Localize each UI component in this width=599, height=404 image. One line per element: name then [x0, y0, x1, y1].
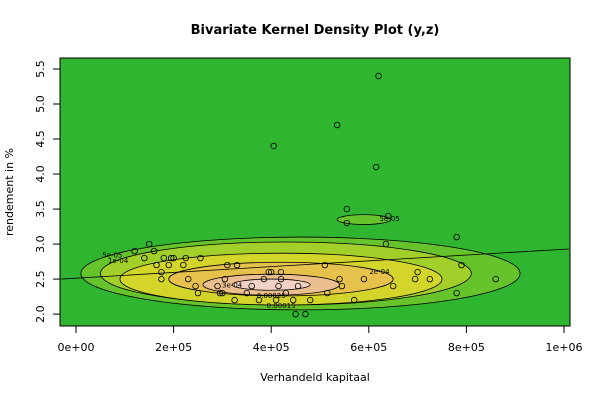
contour-label: 1e-04: [108, 257, 129, 265]
data-point: [492, 275, 499, 283]
data-point: [216, 289, 224, 297]
data-point: [375, 72, 382, 80]
data-point: [165, 261, 172, 269]
data-point: [453, 233, 460, 241]
data-point: [382, 240, 390, 248]
data-point: [194, 289, 202, 297]
x-tick-label: 2e+05: [155, 341, 192, 354]
data-point: [150, 247, 158, 255]
contour-label: 3e-04: [222, 282, 243, 290]
data-point: [343, 205, 351, 213]
data-point: [192, 282, 199, 290]
data-point: [307, 296, 314, 304]
data-point: [182, 254, 190, 262]
data-point: [294, 282, 302, 290]
data-point: [180, 261, 187, 269]
data-point: [372, 163, 380, 171]
y-tick-label: 2.0: [34, 305, 47, 323]
y-tick-label: 2.5: [34, 270, 47, 288]
data-point: [221, 275, 229, 283]
contour-label: 0.00025: [257, 292, 286, 300]
contour: [336, 214, 392, 225]
contour-label: 5e-05: [102, 252, 122, 260]
y-tick-label: 5.0: [34, 95, 47, 113]
data-point: [336, 275, 343, 283]
data-point: [170, 254, 177, 262]
contour-label: 0.00015: [267, 302, 296, 310]
data-point: [185, 275, 192, 283]
data-point: [292, 310, 299, 318]
data-point: [343, 219, 351, 227]
contour: [231, 278, 311, 291]
data-point: [324, 289, 331, 297]
data-point: [158, 275, 165, 283]
data-point: [158, 268, 165, 276]
chart-title: Bivariate Kernel Density Plot (y,z): [191, 23, 440, 38]
data-point: [243, 289, 251, 297]
y-tick-label: 4.5: [34, 130, 47, 148]
data-point: [414, 268, 421, 276]
data-point: [255, 296, 263, 304]
data-point: [248, 282, 255, 290]
y-tick-label: 4.0: [34, 165, 47, 183]
x-axis-label: Verhandeld kapitaal: [260, 371, 370, 384]
plot-border: [59, 57, 571, 327]
data-point: [277, 268, 285, 276]
data-point: [390, 282, 397, 290]
contour-label: 5e-05: [379, 215, 399, 223]
x-tick-label: 0e+00: [58, 341, 95, 354]
data-point: [275, 282, 282, 290]
data-point: [385, 212, 392, 220]
data-point: [233, 261, 241, 269]
data-point: [265, 268, 272, 276]
data-point: [146, 240, 153, 248]
x-tick-label: 8e+05: [448, 341, 485, 354]
data-point: [268, 268, 275, 276]
data-point: [260, 275, 268, 283]
data-point: [453, 289, 460, 297]
x-tick-label: 6e+05: [350, 341, 387, 354]
data-point: [272, 296, 280, 304]
data-point: [289, 296, 297, 304]
data-point: [350, 296, 358, 304]
data-point: [411, 275, 419, 283]
data-point: [321, 261, 329, 269]
data-point: [360, 275, 368, 283]
data-point: [167, 254, 175, 262]
x-tick-label: 4e+05: [253, 341, 290, 354]
data-point: [197, 254, 204, 262]
data-point: [277, 275, 285, 283]
data-point: [270, 142, 277, 150]
data-point: [282, 289, 290, 297]
regression-line: [61, 248, 569, 280]
y-tick-label: 5.5: [34, 60, 47, 78]
data-point: [231, 296, 238, 304]
data-point: [160, 254, 168, 262]
data-point: [214, 282, 221, 290]
data-point: [153, 261, 160, 269]
data-point: [224, 261, 231, 269]
data-point: [426, 275, 434, 283]
data-point: [302, 310, 309, 318]
data-point: [131, 247, 138, 255]
data-point: [338, 282, 346, 290]
y-tick-label: 3.0: [34, 235, 47, 253]
data-point: [458, 261, 465, 269]
contour-label: 2e-04: [369, 268, 390, 276]
data-point: [333, 121, 341, 129]
y-tick-label: 3.5: [34, 200, 47, 218]
data-point: [219, 289, 226, 297]
x-tick-label: 1e+06: [546, 341, 583, 354]
data-point: [141, 254, 148, 262]
y-axis-label: rendement in %: [3, 148, 16, 236]
